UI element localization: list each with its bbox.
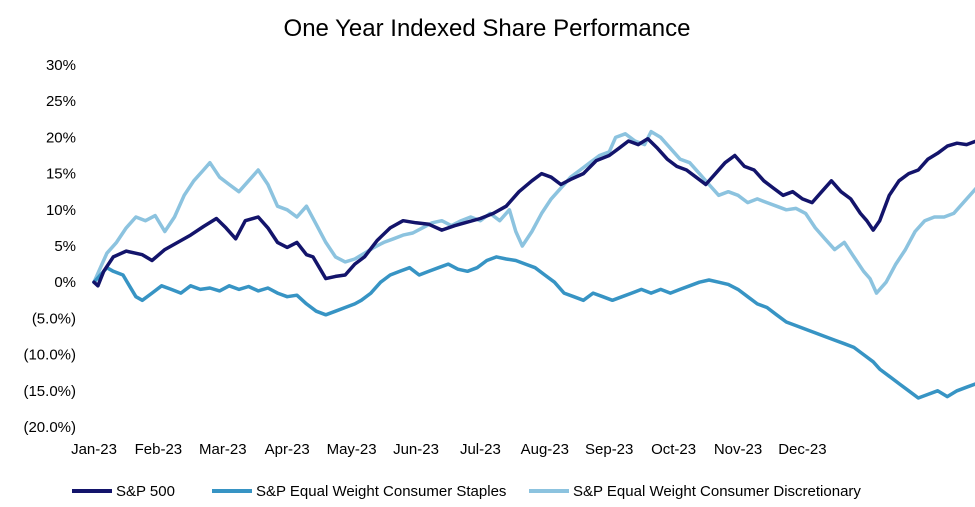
x-tick-label: Dec-23	[778, 441, 826, 458]
series-line	[92, 137, 975, 288]
y-axis-ticks: 30% 25% 20% 15% 10% 5% 0% (5.0%) (10.0%) (15.0%) (…	[23, 57, 76, 436]
y-tick-label: (20.0%)	[23, 419, 76, 436]
x-tick-label: Jun-23	[393, 441, 439, 458]
x-tick-label: Aug-23	[521, 441, 569, 458]
legend: S&P 500 S&P Equal Weight Consumer Staples…	[72, 483, 861, 500]
y-tick-label: 25%	[46, 93, 76, 110]
x-tick-label: Apr-23	[265, 441, 310, 458]
x-tick-label: May-23	[327, 441, 377, 458]
y-tick-label: 0%	[54, 274, 76, 291]
y-tick-label: (15.0%)	[23, 383, 76, 400]
x-tick-label: Oct-23	[651, 441, 696, 458]
legend-label: S&P Equal Weight Consumer Staples	[256, 483, 506, 500]
y-tick-label: 5%	[54, 238, 76, 255]
series-line	[92, 255, 975, 400]
x-tick-label: Jul-23	[460, 441, 501, 458]
x-tick-label: Sep-23	[585, 441, 633, 458]
y-tick-label: (10.0%)	[23, 347, 76, 364]
y-tick-label: 20%	[46, 129, 76, 146]
legend-label: S&P Equal Weight Consumer Discretionary	[573, 483, 861, 500]
series-lines	[92, 129, 975, 400]
x-tick-label: Nov-23	[714, 441, 762, 458]
y-tick-label: (5.0%)	[32, 310, 76, 327]
y-tick-label: 10%	[46, 202, 76, 219]
x-tick-label: Jan-23	[71, 441, 117, 458]
x-axis-ticks: Jan-23 Feb-23 Mar-23 Apr-23 May-23 Jun-23 Jul-…	[71, 441, 827, 458]
legend-label: S&P 500	[116, 483, 175, 500]
series-line	[92, 129, 975, 295]
x-tick-label: Mar-23	[199, 441, 247, 458]
chart-title: One Year Indexed Share Performance	[284, 15, 691, 42]
y-tick-label: 15%	[46, 166, 76, 183]
y-tick-label: 30%	[46, 57, 76, 74]
x-tick-label: Feb-23	[135, 441, 183, 458]
